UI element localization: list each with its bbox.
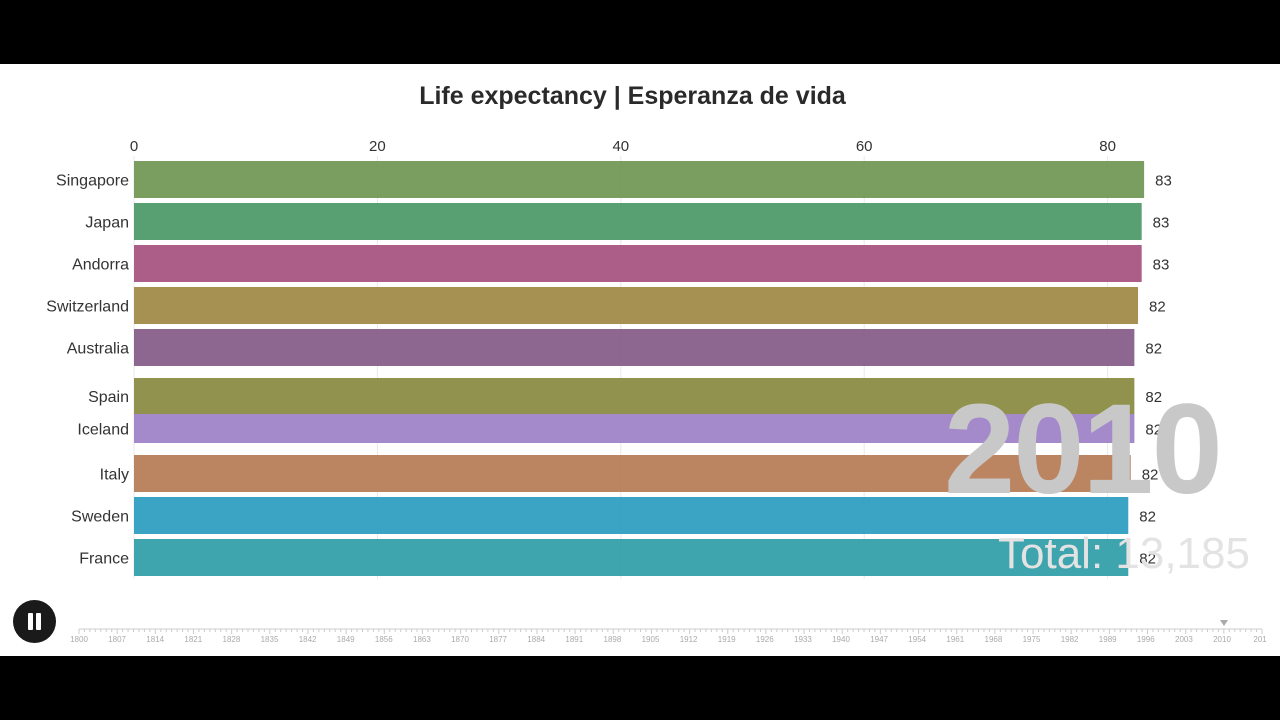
pause-button[interactable] [13,600,56,643]
timeline-label: 1975 [1023,635,1041,644]
timeline-label: 1968 [985,635,1003,644]
value-label: 83 [1155,173,1172,190]
timeline-label: 1947 [870,635,888,644]
timeline-label: 1933 [794,635,812,644]
category-label: Iceland [77,422,129,439]
timeline-label: 1821 [184,635,202,644]
value-label: 82 [1145,341,1162,358]
timeline-label: 1905 [642,635,660,644]
timeline-label: 1940 [832,635,850,644]
category-label: Sweden [71,509,129,526]
timeline-label: 201 [1253,635,1267,644]
timeline-label: 2010 [1213,635,1231,644]
timeline-marker [1220,620,1228,626]
x-tick-label: 20 [369,138,386,155]
category-label: Italy [100,467,129,484]
bar-chart: 0 20 40 60 80 Singapore 83 Japan 83 Andorra 83 Swit… [46,138,1267,644]
category-label: Singapore [56,173,129,190]
timeline-label: 1954 [908,635,926,644]
value-label: 83 [1153,257,1170,274]
timeline-label: 1891 [565,635,583,644]
bar [134,245,1142,282]
category-label: Spain [88,389,129,406]
timeline-label: 1828 [223,635,241,644]
timeline-label: 1835 [261,635,279,644]
timeline-label: 1884 [527,635,545,644]
x-tick-label: 80 [1099,138,1116,155]
current-year-label: 2010 [944,378,1223,521]
value-label: 82 [1142,467,1159,484]
timeline-label: 1849 [337,635,355,644]
bar [134,161,1145,198]
bar [134,287,1139,324]
timeline-label: 1877 [489,635,507,644]
value-label: 82 [1145,422,1162,439]
timeline-label: 1814 [146,635,164,644]
bar [134,378,1135,414]
chart-title: Life expectancy | Esperanza de vida [419,82,846,110]
timeline-label: 1919 [718,635,736,644]
timeline-label: 1870 [451,635,469,644]
category-label: Australia [67,341,129,358]
timeline-label: 1912 [680,635,698,644]
chart-frame: Life expectancy | Esperanza de vida 0 20 4… [0,64,1280,656]
bar [134,414,1135,443]
category-label: France [79,551,129,568]
bar [134,455,1131,492]
timeline-label: 1856 [375,635,393,644]
category-label: Japan [85,215,129,232]
timeline-label: 1926 [756,635,774,644]
timeline-label: 1996 [1137,635,1155,644]
bar [134,497,1129,534]
x-tick-label: 0 [130,138,138,155]
x-tick-label: 40 [612,138,629,155]
value-label: 82 [1149,299,1166,316]
total-label: Total: 13,185 [998,529,1250,578]
value-label: 82 [1139,551,1156,568]
timeline-label: 1982 [1061,635,1079,644]
value-label: 82 [1145,389,1162,406]
bar [134,539,1129,576]
pause-icon [13,600,56,643]
category-label: Andorra [72,257,129,274]
timeline-label: 1898 [604,635,622,644]
timeline-label: 1961 [946,635,964,644]
x-tick-label: 60 [856,138,873,155]
bar [134,329,1135,366]
value-label: 82 [1139,509,1156,526]
bar [134,203,1142,240]
timeline-label: 1989 [1099,635,1117,644]
timeline-label: 1842 [299,635,317,644]
timeline-label: 2003 [1175,635,1193,644]
timeline-label: 1807 [108,635,126,644]
value-label: 83 [1153,215,1170,232]
category-label: Switzerland [46,299,129,316]
timeline-label: 1863 [413,635,431,644]
timeline-label: 1800 [70,635,88,644]
